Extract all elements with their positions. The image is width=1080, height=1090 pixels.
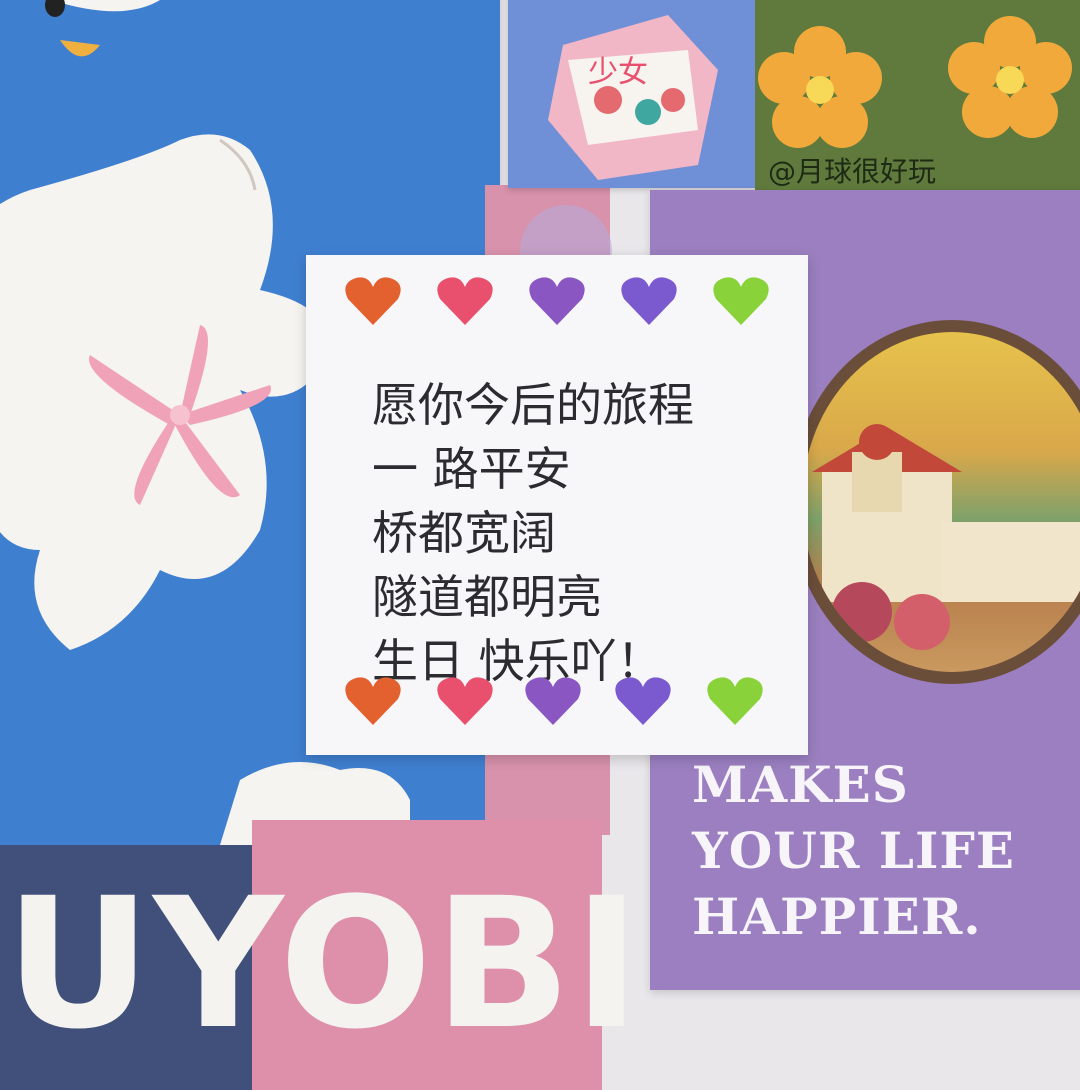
message-line: 桥都宽阔	[372, 506, 556, 560]
milk-carton-illustration: 少女	[548, 15, 718, 180]
message-line: 生日 快乐吖！	[372, 634, 663, 688]
heart-icon	[437, 677, 493, 725]
carton-label: 少女	[588, 55, 648, 90]
heart-icon	[529, 277, 585, 325]
heart-icon	[345, 277, 401, 325]
message-line: 一 路平安	[372, 442, 571, 496]
milk-carton-postcard: 少女	[508, 0, 760, 188]
heart-icon	[713, 277, 769, 325]
handwritten-message: 愿你今后的旅程 一 路平安 桥都宽阔 隧道都明亮 生日 快乐吖！	[372, 373, 694, 693]
heart-icon	[615, 677, 671, 725]
heart-icon	[437, 277, 493, 325]
denim-background	[0, 845, 252, 1090]
flower-postcard	[755, 0, 1080, 195]
pink-postcard	[252, 820, 602, 1090]
heart-icon	[525, 677, 581, 725]
heart-icon	[345, 677, 401, 725]
bottom-word: UYOBI	[5, 860, 643, 1069]
message-line: 隧道都明亮	[372, 570, 602, 624]
slogan-text: MAKES YOUR LIFE HAPPIER.	[692, 755, 1015, 946]
flower-illustration	[758, 16, 1072, 148]
heart-icon	[707, 677, 763, 725]
heart-icon	[621, 277, 677, 325]
bunny-illustration	[0, 0, 410, 845]
watermark-handle: @月球很好玩	[768, 155, 937, 188]
message-line: 愿你今后的旅程	[372, 378, 694, 432]
sticky-note: 愿你今后的旅程 一 路平安 桥都宽阔 隧道都明亮 生日 快乐吖！	[306, 255, 808, 755]
